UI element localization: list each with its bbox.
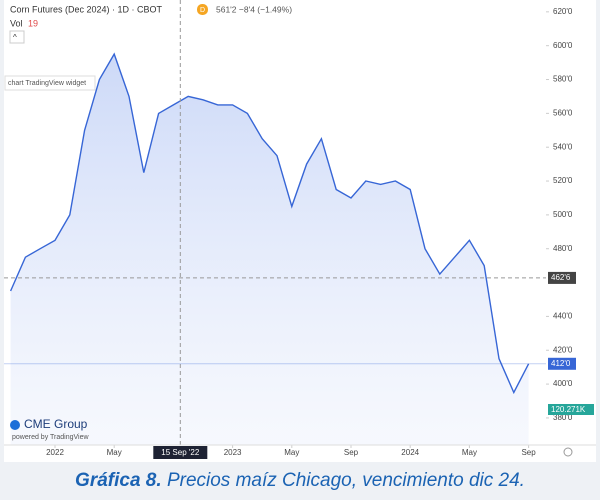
- brand-logo: [10, 420, 20, 430]
- x-tick-label: 2023: [224, 448, 242, 457]
- settings-icon[interactable]: [563, 447, 573, 457]
- price-line: [9, 52, 530, 395]
- x-tick-label: 2022: [46, 448, 64, 457]
- y-tick-label: 400'0: [553, 379, 573, 388]
- plot: 380'0 400'0 420'0 440'0 480'0 500'0 520'0 540'0…: [4, 0, 576, 459]
- collapse-icon[interactable]: ^: [13, 33, 17, 42]
- y-tick-label: 380'0: [553, 413, 573, 422]
- y-tick-label: 560'0: [553, 108, 573, 117]
- badge: [197, 4, 208, 15]
- area: [10, 54, 529, 445]
- y-tick-label: 480'0: [553, 244, 573, 253]
- volume-label: Vol: [10, 18, 23, 28]
- interval-badge: D: [200, 7, 205, 14]
- y-tick-label: 520'0: [553, 176, 573, 185]
- last-volume: 120.271K: [551, 405, 586, 414]
- caption: Gráfica 8. Precios maíz Chicago, vencimi…: [0, 470, 600, 492]
- y-tick-label: 500'0: [553, 210, 573, 219]
- y-tick-label: 580'0: [553, 75, 573, 84]
- x-tick-label: May: [284, 448, 299, 457]
- crosshair-date-tag: [153, 446, 208, 459]
- x-tick-label: Sep: [521, 448, 536, 457]
- widget-label-box: [4, 75, 96, 91]
- volume-value: 19: [28, 18, 38, 28]
- chart: Corn Futures (Dec 2024) · 1D · CBOT D 56…: [4, 0, 596, 462]
- last-price-tag: [548, 357, 576, 370]
- last-price: 412'0: [551, 359, 571, 368]
- y-tick-label: 440'0: [553, 312, 573, 321]
- collapse-button[interactable]: [9, 30, 25, 44]
- y-tick-label: 420'0: [553, 345, 573, 354]
- brand: CME Group: [24, 417, 88, 431]
- x-tick-label: Sep: [344, 448, 359, 457]
- chart-title: Corn Futures (Dec 2024) · 1D · CBOT: [10, 4, 163, 14]
- crosshair-price: 462'6: [551, 273, 571, 282]
- powered-by: powered by TradingView: [12, 434, 89, 441]
- caption-number: Gráfica 8.: [75, 470, 162, 491]
- widget-label: chart TradingView widget: [8, 80, 86, 87]
- x-tick-label: May: [462, 448, 477, 457]
- x-tick-label: 2024: [401, 448, 419, 457]
- x-tick-label: May: [107, 448, 122, 457]
- crosshair-price-tag: [548, 271, 576, 284]
- crosshair-date: 15 Sep '22: [161, 448, 200, 457]
- y-tick-label: 600'0: [553, 41, 573, 50]
- volume-tag: [548, 404, 594, 415]
- quote: 561'2 −8'4 (−1.49%): [216, 4, 292, 14]
- caption-text: Precios maíz Chicago, vencimiento dic 24…: [166, 470, 525, 491]
- y-tick-label: 620'0: [553, 7, 573, 16]
- y-tick-label: 540'0: [553, 142, 573, 151]
